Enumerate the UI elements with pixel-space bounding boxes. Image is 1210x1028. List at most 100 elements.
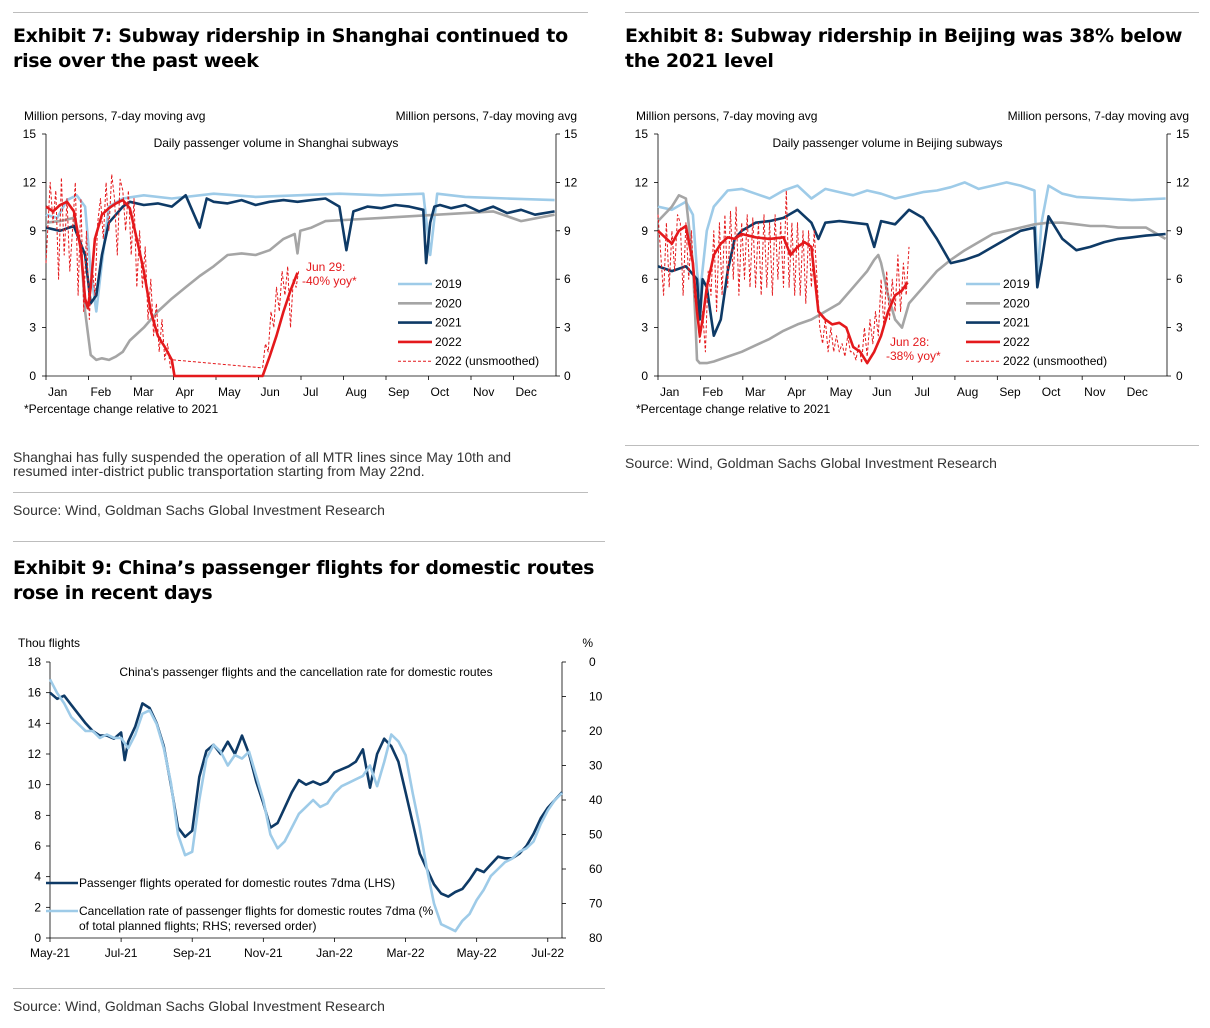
series-line-1: [45, 210, 555, 362]
x-tick-label: Aug: [957, 385, 978, 399]
y-tick-label-right: 12: [1176, 175, 1190, 189]
x-tick-label: Oct: [431, 385, 450, 399]
x-tick-label: May: [218, 385, 241, 399]
x-tick-label: Sep-21: [173, 946, 212, 960]
y-axis-label-left: Thou flights: [18, 636, 80, 650]
y-tick-label-right: 40: [589, 793, 603, 807]
legend-label: Cancellation rate of passenger flights f…: [79, 904, 434, 918]
legend-label: Passenger flights operated for domestic …: [79, 876, 395, 890]
y-tick-label-left: 12: [28, 747, 42, 761]
x-tick-label: May: [830, 385, 853, 399]
x-tick-label: Jun: [261, 385, 280, 399]
y-tick-label-left: 3: [29, 321, 36, 335]
x-tick-label: Mar-22: [387, 946, 425, 960]
x-tick-label: Oct: [1042, 385, 1061, 399]
exhibit-8-rule: [625, 445, 1199, 446]
x-tick-label: Dec: [1127, 385, 1148, 399]
y-tick-label-right: 30: [589, 759, 603, 773]
annotation-line2: -40% yoy*: [302, 274, 357, 288]
x-tick-label: Apr: [787, 385, 806, 399]
y-tick-label-left: 0: [34, 931, 41, 945]
legend-label: 2022 (unsmoothed): [435, 354, 539, 368]
annotation-line1: Jun 28:: [890, 335, 929, 349]
x-tick-label: Jul: [915, 385, 930, 399]
legend-label: 2022: [1003, 335, 1030, 349]
y-tick-label-left: 2: [34, 900, 41, 914]
y-tick-label-right: 15: [1176, 127, 1190, 141]
x-tick-label: Jan: [660, 385, 679, 399]
y-axis-label-left: Million persons, 7-day moving avg: [24, 109, 205, 123]
y-tick-label-left: 12: [635, 175, 649, 189]
y-tick-label-left: 18: [28, 655, 42, 669]
y-tick-label-right: 12: [564, 175, 578, 189]
x-tick-label: Jul-21: [105, 946, 138, 960]
chart-title: Daily passenger volume in Beijing subway…: [772, 136, 1002, 150]
exhibit-9-title: Exhibit 9: China’s passenger flights for…: [13, 557, 595, 604]
y-tick-label-right: 10: [589, 690, 603, 704]
x-tick-label: Jul-22: [531, 946, 564, 960]
y-tick-label-left: 10: [28, 778, 42, 792]
y-tick-label-right: 3: [564, 321, 571, 335]
x-tick-label: May-22: [457, 946, 497, 960]
x-tick-label: Mar: [745, 385, 766, 399]
x-tick-label: Jan-22: [316, 946, 353, 960]
y-axis-label-left: Million persons, 7-day moving avg: [636, 109, 817, 123]
y-axis-label-right: %: [582, 636, 593, 650]
legend-label: 2022: [435, 335, 462, 349]
x-tick-label: Aug: [346, 385, 367, 399]
chart-footnote: *Percentage change relative to 2021: [24, 402, 218, 416]
legend-label: 2019: [435, 277, 462, 291]
series-line-2: [657, 208, 1166, 338]
legend-label: 2020: [1003, 296, 1030, 310]
y-tick-label-left: 0: [29, 369, 36, 383]
exhibit-7-bottom-rule: [13, 541, 605, 542]
series-line-0: [657, 181, 1166, 297]
annotation-line1: Jun 29:: [306, 260, 345, 274]
y-axis-label-right: Million persons, 7-day moving avg: [396, 109, 577, 123]
legend-label: 2020: [435, 296, 462, 310]
y-tick-label-left: 12: [23, 175, 37, 189]
series-line-0: [45, 192, 555, 313]
series-line-3: [657, 224, 909, 365]
exhibit-7-note-rule: [13, 492, 588, 493]
x-tick-label: Nov: [1084, 385, 1105, 399]
x-tick-label: Sep: [388, 385, 410, 399]
y-tick-label-left: 15: [23, 127, 37, 141]
series-line-2: [45, 194, 555, 305]
x-tick-label: Feb: [702, 385, 723, 399]
exhibit-7-note: Shanghai has fully suspended the operati…: [13, 449, 512, 479]
x-tick-label: Nov: [473, 385, 494, 399]
series-line-0: [49, 691, 563, 898]
y-tick-label-right: 0: [564, 369, 571, 383]
y-axis-label-right: Million persons, 7-day moving avg: [1008, 109, 1189, 123]
y-tick-label-left: 9: [29, 224, 36, 238]
y-tick-label-left: 8: [34, 808, 41, 822]
y-tick-label-right: 9: [564, 224, 571, 238]
y-tick-label-right: 70: [589, 897, 603, 911]
y-tick-label-right: 3: [1176, 321, 1183, 335]
annotation-line2: -38% yoy*: [886, 349, 941, 363]
x-tick-label: Nov-21: [244, 946, 283, 960]
series-line-4: [657, 190, 910, 364]
exhibit-9-rule: [13, 988, 605, 989]
x-tick-label: Mar: [133, 385, 154, 399]
x-tick-label: May-21: [30, 946, 70, 960]
y-tick-label-right: 9: [1176, 224, 1183, 238]
series-line-1: [657, 194, 1167, 365]
legend-label: 2021: [435, 316, 462, 330]
x-tick-label: Dec: [516, 385, 537, 399]
y-tick-label-left: 15: [635, 127, 649, 141]
legend-label: 2022 (unsmoothed): [1003, 354, 1107, 368]
y-tick-label-right: 15: [564, 127, 578, 141]
series-line-3: [45, 198, 299, 378]
y-tick-label-right: 20: [589, 724, 603, 738]
y-tick-label-right: 0: [589, 655, 596, 669]
top-rule-left: [13, 12, 588, 13]
y-tick-label-right: 0: [1176, 369, 1183, 383]
series-line-1: [48, 678, 563, 933]
y-tick-label-left: 9: [641, 224, 648, 238]
chart-title: China's passenger flights and the cancel…: [119, 665, 492, 679]
y-tick-label-left: 4: [34, 870, 41, 884]
x-tick-label: Feb: [91, 385, 112, 399]
x-tick-label: Jul: [303, 385, 318, 399]
